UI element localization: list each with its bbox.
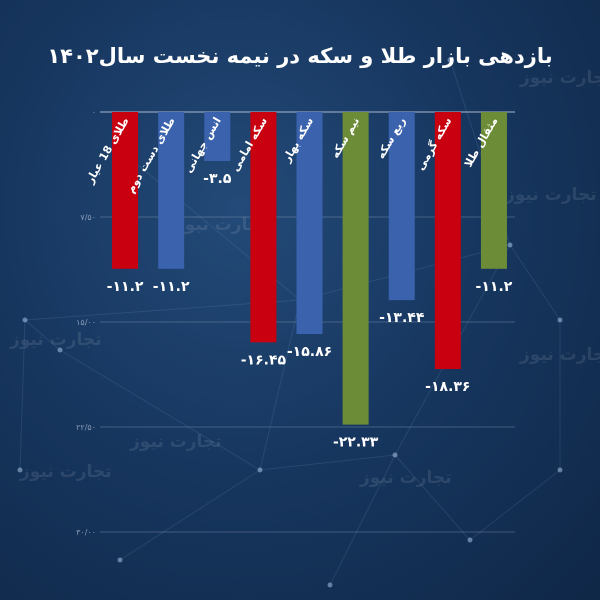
bar (342, 112, 369, 425)
watermark: تجارت نیوز (130, 432, 222, 452)
bar (388, 112, 415, 301)
value-label: -۱۱.۲ (153, 279, 190, 295)
y-tick-label: ۷/۵۰ (80, 213, 96, 222)
watermark: تجارت نیوز (360, 468, 452, 488)
watermark: تجارت نیوز (505, 185, 597, 205)
bar (480, 112, 507, 269)
value-label: -۱۵.۸۶ (287, 344, 332, 360)
watermark: تجارت نیوز (520, 345, 600, 365)
bar (296, 112, 323, 335)
bar (434, 112, 461, 370)
bar (204, 112, 231, 161)
watermark: تجارت نیوز (175, 215, 267, 235)
y-tick-label: ۰ (92, 108, 96, 117)
watermark: تجارت نیوز (10, 330, 102, 350)
watermark: تجارت نیوز (20, 462, 112, 482)
value-label: -۳.۵ (203, 171, 232, 187)
value-label: -۲۲.۳۳ (333, 435, 379, 451)
bar (158, 112, 185, 269)
watermark: تجارت نیوز (520, 68, 600, 88)
value-label: -۱۱.۲ (476, 279, 513, 295)
bar (112, 112, 139, 269)
y-tick-label: ۳۰/۰۰ (76, 528, 96, 537)
value-label: -۱۳.۴۴ (379, 310, 425, 326)
value-label: -۱۶.۴۵ (241, 352, 287, 368)
value-label: -۱۱.۲ (107, 279, 144, 295)
value-label: -۱۸.۳۶ (425, 379, 470, 395)
y-tick-label: ۲۲/۵۰ (76, 423, 96, 432)
bar (250, 112, 277, 343)
chart-title: بازدهی بازار طلا و سکه در نیمه نخست سال۱… (47, 44, 553, 68)
y-tick-label: ۱۵/۰۰ (76, 318, 96, 327)
